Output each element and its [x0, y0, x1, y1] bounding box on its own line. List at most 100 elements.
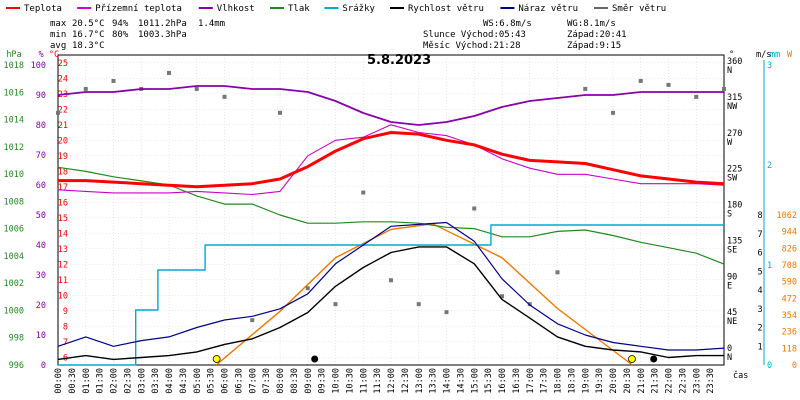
wind-dir-point-0	[56, 110, 60, 115]
axis-deg-tick-3: 225	[727, 165, 742, 175]
stats-block: max 20.5°C 94% 1011.2hPa 1.4mm min 16.7°…	[50, 19, 627, 51]
axis-hpa-tick-3: 1012	[4, 143, 24, 153]
wind-dir-point-22	[666, 82, 671, 87]
x-tick-31: 15:30	[484, 368, 494, 394]
stat-min-label: min	[50, 30, 66, 40]
axis-pct-tick-9: 10	[36, 331, 46, 341]
stat-max-hum: 94%	[112, 19, 129, 29]
axis-temp-tick-12: 13	[58, 245, 68, 255]
axis-deg-dir-7: NE	[727, 317, 737, 327]
axis-pct-tick-10: 0	[41, 361, 46, 371]
axis-deg-tick-6: 90	[727, 272, 737, 282]
axis-temp-tick-4: 21	[58, 121, 68, 131]
series-solar	[215, 223, 633, 366]
x-tick-44: 22:00	[665, 368, 675, 394]
x-tick-28: 14:00	[443, 368, 453, 394]
wind-dir-point-24	[722, 86, 726, 91]
axis-hpa-tick-1: 1016	[4, 88, 24, 98]
axis-deg-label: °	[729, 50, 734, 60]
axis-temp-tick-9: 16	[58, 198, 68, 208]
axis-hpa-tick-2: 1014	[4, 116, 24, 126]
series-temp	[58, 131, 725, 189]
axis-pct-tick-5: 50	[36, 211, 46, 221]
x-tick-41: 20:30	[623, 368, 633, 394]
x-tick-2: 01:00	[82, 368, 92, 394]
axis-w-tick-0: 1062	[777, 211, 797, 221]
wind-dir-point-13	[416, 302, 421, 307]
wind-dir-point-15	[472, 206, 477, 211]
x-tick-0: 00:00	[54, 368, 64, 394]
axis-w-tick-6: 354	[782, 311, 797, 321]
stat-max-rain: 1.4mm	[198, 19, 225, 29]
axis-pct-tick-6: 40	[36, 241, 46, 251]
axis-hpa-label: hPa	[6, 50, 21, 60]
axis-deg-tick-2: 270	[727, 129, 742, 139]
stat-ws: WS:6.8m/s	[483, 19, 532, 29]
x-tick-17: 08:30	[290, 368, 300, 394]
axis-ms-tick-1: 7	[757, 230, 762, 240]
x-tick-19: 09:30	[318, 368, 328, 394]
x-tick-4: 02:00	[110, 368, 120, 394]
stat-wg: WG:8.1m/s	[567, 19, 616, 29]
axis-hpa-tick-7: 1004	[4, 252, 24, 262]
wind-dir-point-11	[361, 190, 366, 195]
stat-min-press: 1003.3hPa	[138, 30, 187, 40]
axis-ms-tick-5: 3	[757, 305, 762, 315]
x-tick-26: 13:00	[415, 368, 425, 394]
axis-pct-tick-8: 20	[36, 301, 46, 311]
x-axis: 00:00 00:30 01:00 01:30 02:00 02:30 03:00 03:30…	[54, 368, 716, 394]
x-tick-13: 06:30	[234, 368, 244, 394]
wind-dir-point-12	[389, 278, 393, 283]
axis-deg-tick-7: 45	[727, 308, 737, 318]
x-tick-15: 07:30	[262, 368, 272, 394]
axis-temp-tick-13: 12	[58, 260, 68, 270]
sunset-marker	[628, 355, 636, 363]
x-tick-16: 08:00	[276, 368, 286, 394]
axis-temp-tick-3: 22	[58, 105, 68, 115]
wind-dir-point-16	[500, 294, 504, 299]
wind-dir-point-10	[333, 302, 338, 307]
axis-w-tick-1: 944	[782, 228, 797, 238]
axis-w-tick-7: 236	[782, 328, 797, 338]
stat-slunce-zapad: Západ:20:41	[567, 30, 627, 40]
stat-slunce: Slunce Východ:05:43	[423, 30, 526, 40]
series-ground-temp	[57, 124, 725, 196]
x-tick-9: 04:30	[179, 368, 189, 394]
axis-temp-tick-17: 8	[63, 322, 68, 332]
x-tick-12: 06:00	[221, 368, 231, 394]
series-gust	[57, 221, 725, 351]
axis-temp-tick-18: 7	[63, 338, 68, 348]
axis-mm-label: mm	[770, 50, 780, 60]
axis-deg-tick-8: 0	[727, 344, 732, 354]
axis-pct-label: %	[38, 50, 43, 60]
axis-mm-tick-1: 2	[767, 161, 772, 171]
legend-label-7: Směr větru	[612, 4, 666, 14]
axis-pct-tick-0: 100	[31, 61, 46, 71]
axis-deg-dir-6: E	[727, 281, 732, 291]
axis-w-tick-3: 708	[782, 261, 797, 271]
axis-hpa-tick-8: 1002	[4, 279, 24, 289]
legend-label-5: Rychlost větru	[408, 4, 484, 14]
stat-max-label: max	[50, 19, 67, 29]
axis-w-tick-5: 472	[782, 294, 797, 304]
axis-ms-tick-2: 6	[757, 249, 762, 259]
wind-dir-point-14	[444, 310, 449, 315]
x-tick-35: 17:30	[540, 368, 550, 394]
axis-mm-tick-2: 1	[767, 261, 772, 271]
axis-temp-tick-0: 25	[58, 59, 68, 69]
axis-pct-tick-1: 90	[36, 91, 46, 101]
legend: Teplota Přízemní teplota Vlhkost Tlak Srážky…	[6, 4, 666, 14]
x-tick-47: 23:30	[706, 368, 716, 394]
axis-hpa-tick-10: 998	[9, 334, 24, 344]
plot-frame	[57, 54, 725, 366]
axis-ms-label: m/s	[756, 50, 771, 60]
stat-mesic-zapad: Západ:9:15	[567, 41, 621, 51]
axis-hpa-tick-9: 1000	[4, 306, 24, 316]
x-tick-11: 05:30	[207, 368, 217, 394]
axis-hpa-tick-0: 1018	[4, 61, 24, 71]
wind-dir-point-18	[555, 270, 560, 275]
stat-mesic: Měsíc Východ:21:28	[423, 41, 521, 51]
axis-hpa-tick-6: 1006	[4, 225, 24, 235]
x-tick-39: 19:30	[595, 368, 605, 394]
